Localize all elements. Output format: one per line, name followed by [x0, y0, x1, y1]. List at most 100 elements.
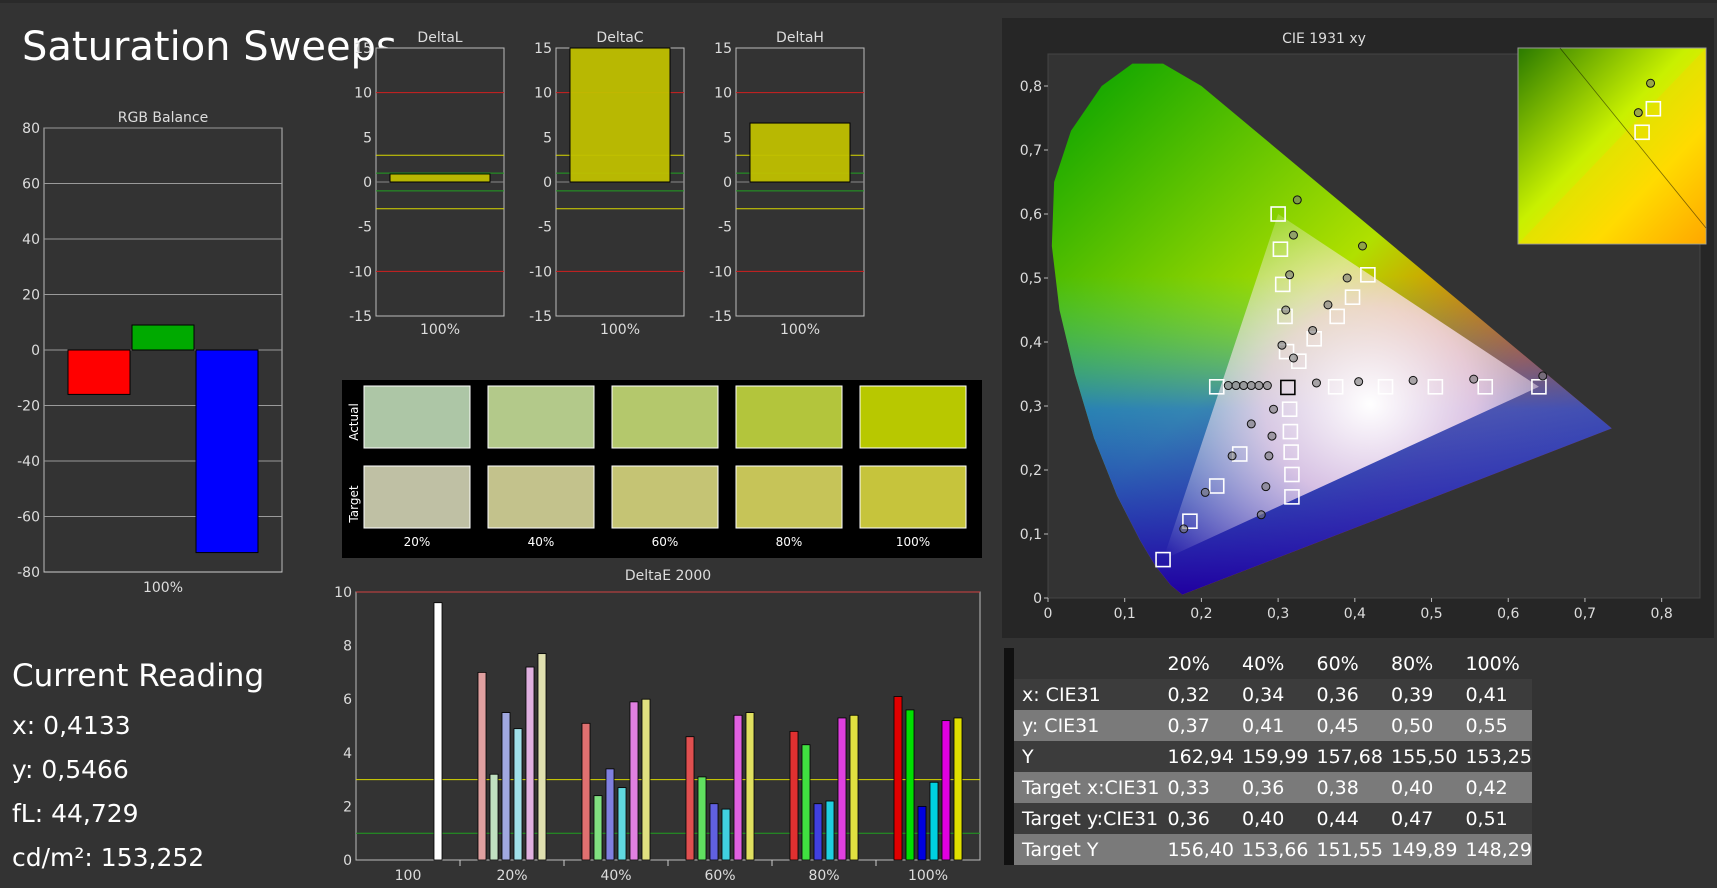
y-tick-label: 0 [31, 343, 40, 359]
table-cell: 0,34 [1234, 679, 1309, 710]
rgb-bar [195, 349, 259, 554]
x-tick-label: 0,2 [1190, 606, 1212, 622]
y-tick-label: -60 [17, 510, 40, 526]
y-tick-label: 2 [343, 799, 352, 815]
swatch-column-label: 100% [896, 535, 930, 549]
y-tick-label: 60 [22, 177, 40, 193]
measured-point [1311, 378, 1321, 388]
reading-fl: fL: 44,729 [12, 799, 139, 828]
y-tick-label: -40 [17, 454, 40, 470]
y-tick-label: 15 [354, 41, 372, 57]
table-cell: 0,40 [1234, 803, 1309, 834]
x-tick-label: 100% [780, 322, 820, 338]
y-tick-label: 4 [343, 746, 352, 762]
measured-point [1288, 353, 1298, 363]
x-tick-label: 100% [908, 868, 948, 884]
reading-cdm2: cd/m²: 153,252 [12, 843, 205, 872]
y-tick-label: 40 [22, 232, 40, 248]
x-tick-label: 100% [600, 322, 640, 338]
delta-e-bar [789, 730, 799, 861]
table-cell: 0,33 [1159, 772, 1235, 803]
y-tick-label: 0,6 [1020, 207, 1042, 223]
x-tick-label: 20% [496, 868, 527, 884]
swatch-target [363, 465, 471, 529]
y-tick-label: 10 [714, 86, 732, 102]
delta-e-bar [629, 701, 639, 861]
y-tick-label: 6 [343, 692, 352, 708]
target-square [1278, 343, 1295, 360]
delta-e-bar [641, 698, 651, 861]
y-tick-label: 10 [354, 86, 372, 102]
gamut-triangle [1163, 214, 1539, 560]
measured-point [1308, 325, 1318, 335]
chart-title: DeltaE 2000 [625, 568, 711, 584]
y-tick-label: 15 [534, 41, 552, 57]
measured-point [1264, 451, 1274, 461]
top-strip [0, 0, 1717, 3]
row-label-target: Target [347, 485, 361, 523]
target-square [1155, 551, 1171, 568]
y-tick-label: 0 [343, 853, 352, 869]
x-tick-label: 80% [808, 868, 839, 884]
rgb-bar [67, 349, 131, 395]
measured-point [1223, 381, 1233, 391]
delta-e-bar [837, 717, 847, 861]
swatch-panel: Actual Target 20% 40% 60% 80% 100% [342, 380, 982, 558]
measured-point [1292, 195, 1302, 205]
delta-lch-charts: DeltaL 15 10 5 0 -5 -10 -15 100% DeltaC 15 10 5 0 -5 -1… [349, 30, 865, 338]
column-header: 80% [1382, 648, 1458, 679]
x-tick-label: 0,8 [1651, 606, 1673, 622]
delta-e-bar [433, 602, 443, 861]
delta-bar [749, 122, 851, 183]
target-square [1531, 378, 1547, 395]
table-cell: 0,36 [1308, 679, 1383, 710]
measurement-table: 20% 40% 60% 80% 100% x: CIE31 0,32 0,34 0,36 0,39… [1004, 648, 1532, 865]
y-tick-label: 0,8 [1020, 79, 1042, 95]
swatch-column-label: 80% [776, 535, 803, 549]
target-square [1208, 478, 1225, 494]
x-tick-label: 100% [143, 580, 183, 596]
y-tick-label: 5 [543, 130, 552, 146]
measured-point [1200, 487, 1210, 497]
row-label: y: CIE31 [1014, 710, 1160, 741]
y-tick-label: 0,2 [1020, 463, 1042, 479]
delta-e-bar [813, 803, 823, 861]
row-lead [1004, 679, 1014, 710]
swatch-actual [363, 385, 471, 449]
table-row: x: CIE31 0,32 0,34 0,36 0,39 0,41 [1004, 679, 1532, 710]
x-tick-label: 100% [420, 322, 460, 338]
table-cell: 156,40 [1159, 834, 1235, 865]
target-square [1284, 489, 1300, 505]
table-cell: 148,29 [1457, 834, 1532, 865]
swatch-target [611, 465, 719, 529]
table-cell: 0,50 [1382, 710, 1458, 741]
chart-title: DeltaL [417, 30, 462, 46]
reading-x: x: 0,4133 [12, 711, 131, 740]
target-square [1272, 241, 1289, 257]
table-row: Target Y 156,40 153,66 151,55 149,89 148,29 [1004, 834, 1532, 865]
table-cell: 159,99 [1234, 741, 1309, 772]
swatch-actual [487, 385, 595, 449]
measured-point [1277, 340, 1287, 350]
delta-e-bar [929, 781, 939, 861]
table-cell: 0,39 [1382, 679, 1458, 710]
measured-point [1342, 273, 1352, 283]
table-cell: 0,37 [1159, 710, 1235, 741]
y-tick-label: 0,5 [1020, 271, 1042, 287]
chart-title: DeltaC [596, 30, 643, 46]
delta-e-bar [501, 712, 511, 861]
table-cell: 162,94 [1159, 741, 1235, 772]
delta-e-bar [697, 776, 707, 861]
target-square [1427, 378, 1444, 395]
row-lead [1004, 741, 1014, 772]
swatch-target [487, 465, 595, 529]
y-tick-label: 0 [723, 175, 732, 191]
table-cell: 0,45 [1308, 710, 1383, 741]
measured-point [1231, 381, 1241, 391]
delta-e-bar [721, 808, 731, 861]
row-lead [1004, 772, 1014, 803]
row-label: Target x:CIE31 [1014, 772, 1160, 803]
swatch-column-label: 40% [528, 535, 555, 549]
table-cell: 0,44 [1308, 803, 1383, 834]
y-tick-label: -15 [529, 309, 552, 325]
